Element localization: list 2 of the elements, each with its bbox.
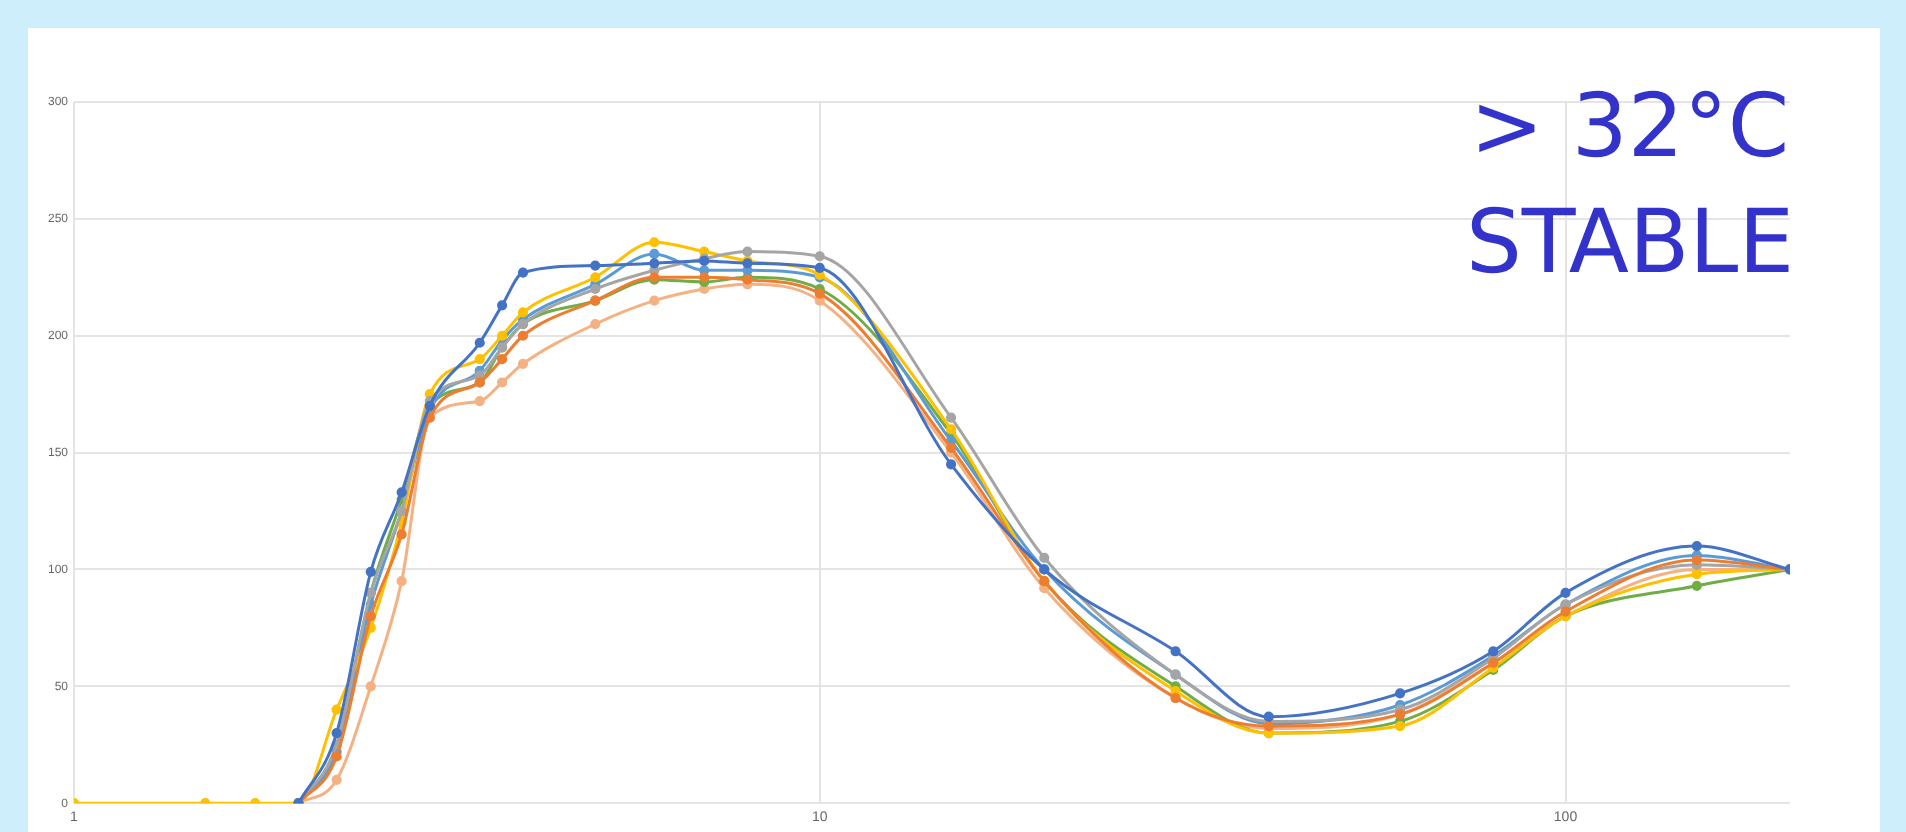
annotation: STABLE [1466, 192, 1794, 294]
annotation: > 32°C [1470, 76, 1790, 178]
